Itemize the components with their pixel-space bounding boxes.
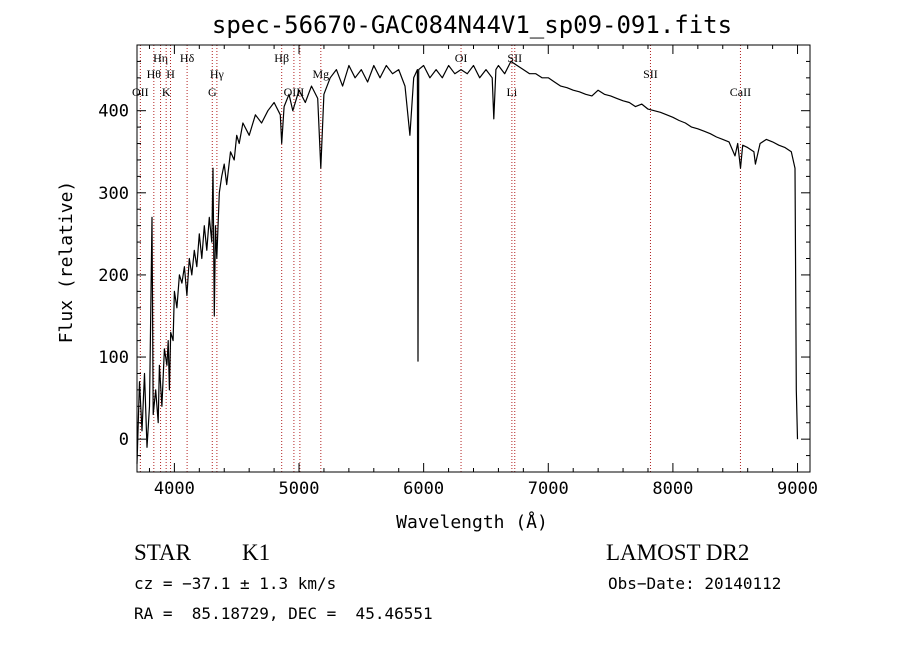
spectrum-line [136,60,799,464]
object-class: STAR [134,540,191,565]
spectral-line-label: Mg [312,67,329,81]
spectral-line-label: SII [643,67,658,81]
spectral-line-label: CaII [730,85,751,99]
x-tick-label: 7000 [528,479,569,499]
observation-date: Obs−Date: 20140112 [608,574,782,593]
spectral-line-label: OII [132,85,149,99]
series-layer [136,60,799,464]
x-tick-label: 4000 [154,479,195,499]
spectral-line-label: Hθ [147,67,162,81]
spectral-line-label: Hγ [210,67,225,81]
x-tick-label: 5000 [279,479,320,499]
coordinates: RA = 85.18729, DEC = 45.46551 [134,604,433,623]
y-axis-label: Flux (relative) [56,181,77,344]
plot-frame [136,44,811,473]
spectral-line-label: Hδ [180,51,195,65]
axes-layer: 4000 5000 6000 7000 8000 9000 0 100 200 300 400 [98,44,818,499]
spectral-line-label: Hη [153,51,168,65]
spectral-line-label: OIII [284,85,305,99]
spectral-line-label: OI [455,51,468,65]
chart-title: spec-56670-GAC084N44V1_sp09-091.fits [212,11,732,39]
x-tick-label: 8000 [652,479,693,499]
spectral-line-label: Li [507,85,518,99]
subclass: K1 [242,540,271,565]
spectral-line-label: G [208,85,217,99]
spectral-line-label: H [166,67,175,81]
x-tick-label: 6000 [403,479,444,499]
y-tick-label: 0 [119,430,129,450]
redshift-velocity: cz = −37.1 ± 1.3 km/s [134,574,337,593]
x-tick-label: 9000 [777,479,818,499]
y-tick-label: 200 [98,266,129,286]
y-tick-label: 400 [98,102,129,122]
spectral-line-label: K [162,85,171,99]
y-tick-label: 100 [98,348,129,368]
spectral-line-label: Hβ [274,51,289,65]
survey-name: LAMOST DR2 [606,540,750,565]
x-axis-label: Wavelength (Å) [396,511,548,533]
y-tick-label: 300 [98,184,129,204]
